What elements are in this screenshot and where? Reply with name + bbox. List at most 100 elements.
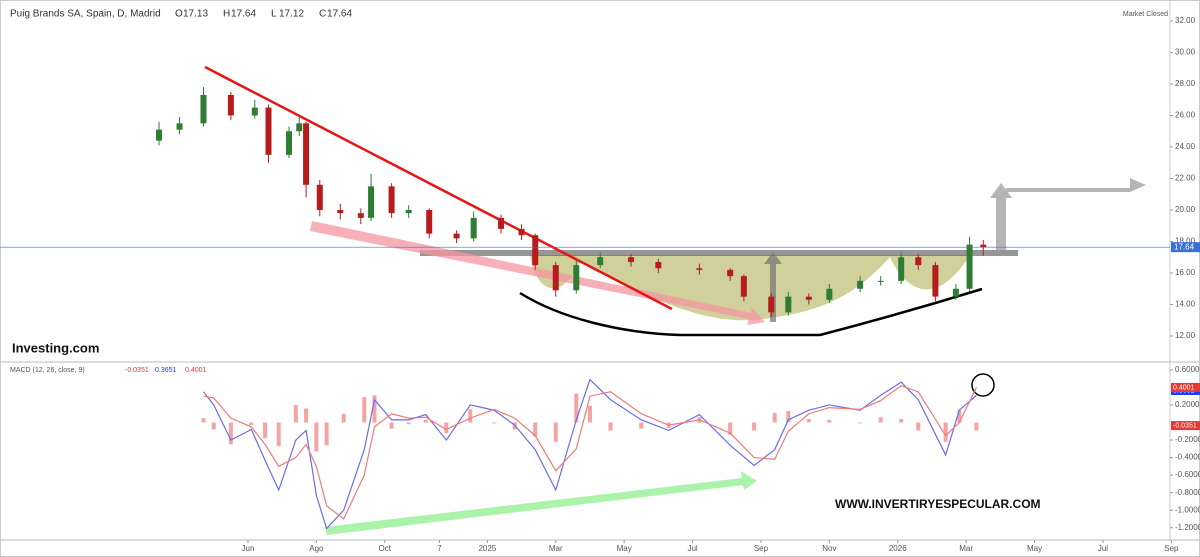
y-tick-label: -0.4000	[1175, 453, 1200, 462]
candle-body	[296, 123, 303, 132]
macd-line	[203, 385, 977, 520]
histogram-bar	[389, 422, 394, 429]
histogram-bar	[916, 422, 921, 431]
candle-body	[265, 107, 272, 155]
chart-title: Puig Brands SA, Spain, D, Madrid	[10, 9, 161, 20]
histogram-bar	[304, 408, 309, 423]
candle-body	[915, 257, 922, 266]
histogram-bar	[293, 404, 298, 423]
logo: Investing.com	[12, 340, 99, 355]
header-label: O	[175, 9, 183, 20]
x-tick-label: 2025	[478, 544, 496, 553]
candle-body	[597, 257, 604, 266]
target-arrow	[990, 178, 1146, 252]
candle-body	[727, 269, 734, 277]
histogram-bar	[974, 422, 979, 431]
histogram-bar	[249, 422, 254, 426]
x-tick-label: 7	[437, 544, 442, 553]
legend-value: 0.3651	[155, 367, 177, 374]
x-tick-label: Oct	[379, 544, 392, 553]
candle-body	[285, 131, 292, 155]
y-tick-label: 28.00	[1175, 79, 1196, 88]
candle-body	[357, 213, 364, 218]
y-tick-label: -0.8000	[1175, 488, 1200, 497]
candle-body	[518, 228, 525, 236]
histogram-bar	[752, 422, 757, 431]
x-tick-label: Jun	[242, 544, 255, 553]
histogram-bar	[827, 419, 832, 423]
highlight-circle	[971, 373, 995, 397]
candle-body	[498, 217, 505, 229]
histogram-bar	[468, 409, 473, 423]
histogram-bar	[228, 422, 233, 445]
histogram-bar	[492, 422, 497, 424]
legend-value: -0.0351	[125, 367, 149, 374]
header-value: 17.64	[231, 9, 256, 20]
histogram-bar	[878, 417, 883, 423]
y-tick-label: -0.6000	[1175, 470, 1200, 479]
x-tick-label: Jul	[687, 544, 697, 553]
histogram-bar	[957, 410, 962, 423]
resistance-line	[420, 250, 1018, 256]
divergence-arrow	[325, 471, 757, 535]
y-tick-label: 22.00	[1175, 174, 1196, 183]
value-box	[1171, 421, 1200, 431]
y-tick-label: 0.6000	[1175, 365, 1200, 374]
y-tick-label: 16.00	[1175, 268, 1196, 277]
cup-curve	[519, 287, 983, 337]
header-value: 17.13	[183, 9, 208, 20]
x-tick-label: Jul	[1098, 544, 1108, 553]
histogram-bar	[608, 422, 613, 431]
x-tick-label: May	[617, 544, 632, 553]
histogram-bar	[263, 422, 268, 439]
candle-body	[898, 257, 905, 281]
histogram-bar	[858, 422, 863, 424]
histogram-bar	[444, 422, 449, 434]
histogram-bar	[639, 422, 644, 429]
candle-body	[785, 296, 792, 313]
y-tick-label: 14.00	[1175, 300, 1196, 309]
histogram-bar	[406, 422, 411, 425]
histogram-bar	[574, 393, 579, 423]
header-value: 17.12	[279, 9, 304, 20]
histogram-bar	[943, 422, 948, 442]
candle-body	[176, 123, 183, 130]
candle-body	[532, 235, 539, 266]
value-box	[1171, 382, 1200, 392]
market-status: Market Closed	[1123, 11, 1168, 18]
candle-body	[932, 265, 939, 297]
histogram-bar	[806, 418, 811, 423]
x-tick-label: Sep	[754, 544, 769, 553]
x-tick-label: Sep	[1164, 544, 1179, 553]
header-label: C	[319, 9, 326, 20]
header-value: 17.64	[327, 9, 352, 20]
histogram-bar	[587, 405, 592, 423]
header-label: L	[271, 9, 277, 20]
y-tick-label: 18.00	[1175, 237, 1196, 246]
histogram-bar	[276, 422, 281, 447]
x-tick-label: Mar	[549, 544, 563, 553]
y-tick-label: 12.00	[1175, 331, 1196, 340]
x-tick-label: Ago	[309, 544, 324, 553]
histogram-bar	[533, 422, 538, 437]
histogram-bar	[372, 395, 377, 423]
candle-body	[453, 233, 460, 239]
candle-body	[696, 268, 703, 270]
candle-body	[200, 94, 207, 124]
y-tick-label: 20.00	[1175, 205, 1196, 214]
y-tick-label: 30.00	[1175, 48, 1196, 57]
histogram-bar	[201, 418, 206, 423]
trend-line	[204, 65, 673, 311]
macd-title: MACD (12, 26, close, 9)	[10, 367, 85, 374]
candle-body	[966, 244, 973, 289]
x-tick-label: Nov	[822, 544, 836, 553]
histogram-bar	[772, 412, 777, 423]
candle-body	[627, 257, 634, 262]
candle-body	[470, 217, 477, 239]
candle-body	[805, 296, 812, 300]
annotations	[204, 65, 1146, 535]
cup-fill	[530, 255, 970, 321]
legend-value: 0.4001	[185, 367, 207, 374]
